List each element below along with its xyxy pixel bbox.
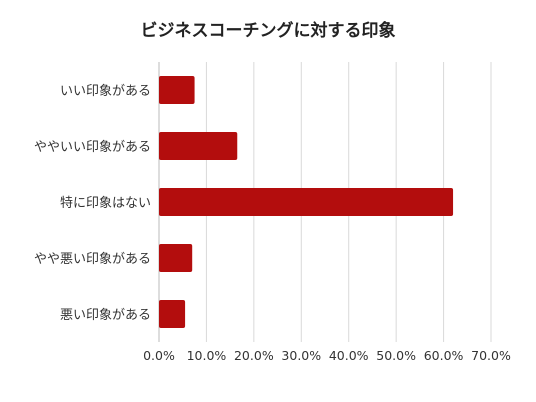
x-tick-label: 30.0% bbox=[281, 348, 321, 363]
x-tick-label: 50.0% bbox=[376, 348, 416, 363]
x-tick-label: 40.0% bbox=[329, 348, 369, 363]
x-tick-label: 0.0% bbox=[143, 348, 175, 363]
bars bbox=[159, 76, 454, 328]
x-tick-label: 60.0% bbox=[424, 348, 464, 363]
bar-0 bbox=[159, 76, 195, 104]
x-tick-label: 70.0% bbox=[471, 348, 511, 363]
bar-2 bbox=[159, 188, 454, 216]
category-label: 悪い印象がある bbox=[60, 308, 151, 323]
chart-title: ビジネスコーチングに対する印象 bbox=[141, 20, 396, 41]
bar-3 bbox=[159, 244, 193, 272]
x-tick-label: 20.0% bbox=[234, 348, 274, 363]
category-label: ややいい印象がある bbox=[34, 140, 151, 155]
bar-1 bbox=[159, 132, 238, 160]
x-axis-tick-labels: 0.0% 10.0% 20.0% 30.0% 40.0% 50.0% 60.0% 70.0% bbox=[143, 348, 511, 363]
x-tick-label: 10.0% bbox=[187, 348, 227, 363]
category-label: 特に印象はない bbox=[60, 196, 151, 211]
category-label: やや悪い印象がある bbox=[34, 252, 151, 267]
category-label: いい印象がある bbox=[60, 84, 151, 99]
bar-4 bbox=[159, 300, 186, 328]
